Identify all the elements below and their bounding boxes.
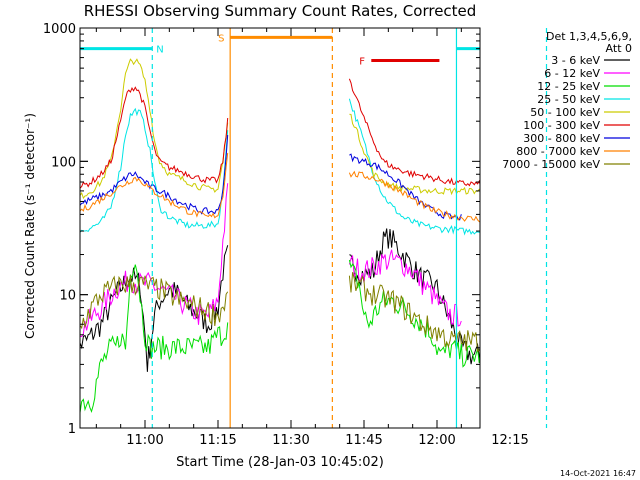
- x-tick-label: 12:00: [418, 433, 455, 448]
- annotation-layer: N S F: [80, 28, 548, 428]
- legend-label: 25 - 50 keV: [537, 93, 600, 106]
- axes-layer: 1 10 100 1000 11:00 11:15 11:30 11:45 12:00 12:15: [43, 22, 529, 448]
- y-tick-label: 1: [68, 422, 76, 437]
- series-line-1: [80, 183, 462, 338]
- legend-label: 12 - 25 keV: [537, 80, 600, 93]
- y-axis-label: Corrected Count Rate (s⁻¹ detector⁻¹): [23, 113, 37, 339]
- y-tick-label: 1000: [43, 22, 76, 37]
- y-tick-label: 100: [51, 155, 76, 170]
- legend-label: 100 - 300 keV: [523, 119, 600, 132]
- series-line-3: [80, 98, 480, 236]
- x-tick-label: 12:15: [491, 433, 528, 448]
- timestamp: 14-Oct-2021 16:47: [560, 469, 636, 478]
- series-line-8: [80, 272, 480, 353]
- plot-frame: [79, 27, 481, 429]
- series-line-6: [80, 134, 462, 221]
- x-axis-label: Start Time (28-Jan-03 10:45:02): [176, 455, 384, 470]
- series-line-5: [80, 78, 480, 189]
- y-tick-label: 10: [59, 289, 76, 304]
- night-flag-label: N: [156, 45, 163, 56]
- series-layer: [80, 58, 480, 415]
- x-tick-label: 11:45: [345, 433, 382, 448]
- legend-label: 300 - 800 keV: [523, 132, 600, 145]
- series-line-2: [80, 259, 480, 415]
- x-tick-label: 11:15: [199, 433, 236, 448]
- series-line-0: [80, 228, 480, 372]
- saa-flag-label: S: [218, 33, 224, 44]
- legend-label: 800 - 7000 keV: [516, 145, 600, 158]
- legend-label: 3 - 6 keV: [551, 54, 600, 67]
- x-tick-label: 11:00: [126, 433, 163, 448]
- series-line-7: [80, 152, 480, 223]
- legend-label: 6 - 12 keV: [544, 67, 600, 80]
- chart-title: RHESSI Observing Summary Count Rates, Co…: [84, 2, 477, 20]
- legend-label: 50 - 100 keV: [530, 106, 600, 119]
- legend-header-detectors: Det 1,3,4,5,6,9,: [546, 30, 632, 43]
- legend-label: 7000 - 15000 keV: [502, 158, 600, 171]
- flare-flag-label: F: [359, 57, 365, 68]
- x-tick-label: 11:30: [272, 433, 309, 448]
- legend-header-attenuator: Att 0: [606, 42, 632, 55]
